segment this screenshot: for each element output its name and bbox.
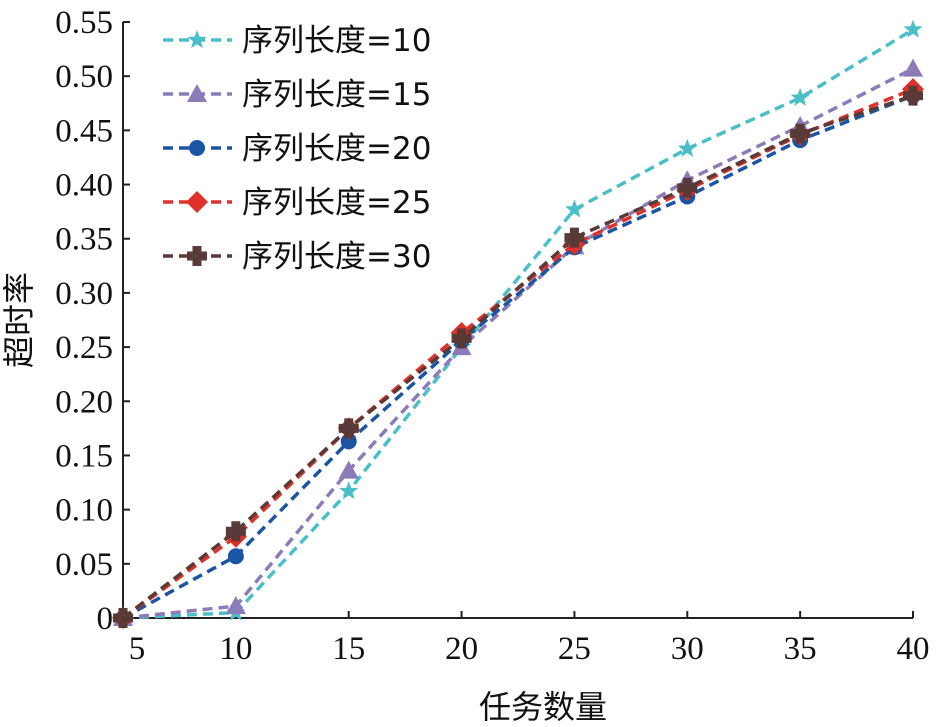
series-layer <box>112 19 924 629</box>
data-point <box>227 548 244 565</box>
legend-label: 序列长度=30 <box>242 239 431 275</box>
data-point <box>903 19 923 38</box>
legend-label: 序列长度=10 <box>242 23 431 59</box>
data-point <box>903 85 923 106</box>
legend-item: 序列长度=20 <box>163 131 431 167</box>
legend-item: 序列长度=30 <box>163 239 431 275</box>
data-point <box>339 481 359 500</box>
y-tick-label: 0.25 <box>55 330 113 366</box>
series-4 <box>112 78 924 629</box>
series-line <box>122 67 914 620</box>
data-point <box>451 328 472 349</box>
legend-marker <box>187 84 207 102</box>
legend-label: 序列长度=20 <box>242 131 431 167</box>
x-tick-label: 35 <box>784 631 817 667</box>
y-tick-label: 0.30 <box>55 276 113 312</box>
x-tick-label: 25 <box>558 631 591 667</box>
y-tick-label: 0.50 <box>55 59 113 95</box>
y-tick-label: 0.05 <box>55 547 113 583</box>
y-tick-label: 0.20 <box>55 384 113 420</box>
legend-marker <box>189 140 205 156</box>
data-point <box>113 608 133 628</box>
y-tick-label: 0.35 <box>55 222 113 258</box>
x-tick-label: 5 <box>129 631 146 667</box>
data-point <box>225 521 246 542</box>
data-point <box>903 58 923 77</box>
y-tick-label: 0.45 <box>55 113 113 149</box>
data-point <box>225 596 246 615</box>
axes: 0 0.05 0.10 0.15 0.20 0.25 0.30 0.35 0.40 0.45 0.5… <box>55 5 929 667</box>
data-point <box>564 199 584 218</box>
series-5 <box>113 85 923 628</box>
x-tick-label: 40 <box>897 631 930 667</box>
x-tick-label: 30 <box>671 631 704 667</box>
data-point <box>790 123 811 144</box>
data-point <box>564 227 585 248</box>
legend-item: 序列长度=10 <box>163 23 431 59</box>
y-axis-title: 超时率 <box>0 272 38 368</box>
y-tick-label: 0.55 <box>55 5 113 41</box>
series-line <box>122 28 914 620</box>
x-tick-label: 20 <box>445 631 478 667</box>
legend-label: 序列长度=25 <box>242 185 431 221</box>
legend: 序列长度=10 序列长度=15 序列长度=20 序列长度=25 序列长度=30 <box>163 23 431 275</box>
data-point <box>677 138 697 157</box>
data-point <box>677 177 698 198</box>
x-tick-label: 10 <box>219 631 252 667</box>
series-line <box>121 94 914 620</box>
x-tick-label: 15 <box>332 631 365 667</box>
y-tick-label: 0 <box>97 601 114 637</box>
y-tick-label: 0.40 <box>55 168 113 204</box>
legend-item: 序列长度=15 <box>163 77 431 113</box>
y-tick-label: 0.10 <box>55 493 113 529</box>
data-point <box>338 418 359 439</box>
legend-marker <box>187 30 207 49</box>
legend-marker <box>187 246 207 266</box>
data-point <box>790 87 810 106</box>
series-line <box>122 94 914 620</box>
legend-item: 序列长度=25 <box>163 185 431 221</box>
x-axis-title: 任务数量 <box>479 688 607 726</box>
y-tick-label: 0.15 <box>55 438 113 474</box>
legend-label: 序列长度=15 <box>242 77 431 113</box>
data-point <box>338 460 359 479</box>
legend-marker <box>186 191 208 213</box>
